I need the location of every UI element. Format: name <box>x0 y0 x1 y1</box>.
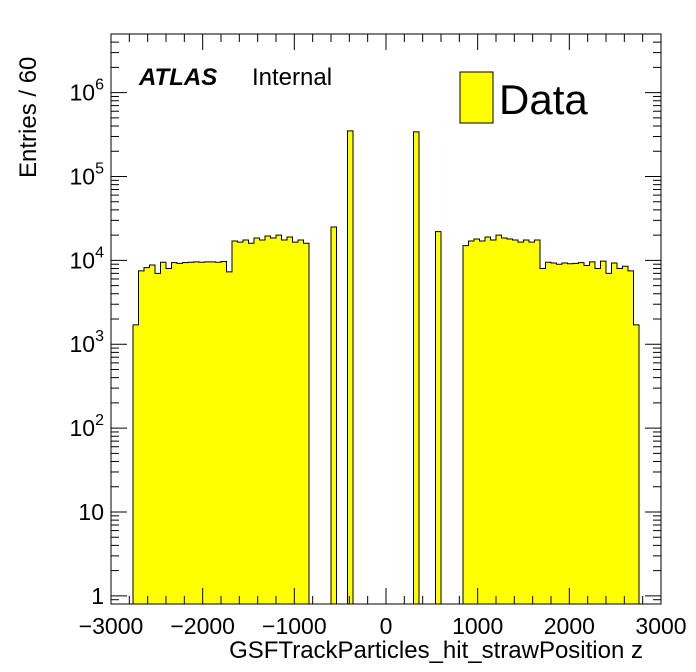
histogram-bin-53 <box>556 264 562 604</box>
histogram-bin-8 <box>177 263 183 604</box>
y-tick-label: 10 <box>78 499 104 525</box>
histogram-bin-46 <box>518 242 524 604</box>
y-tick-label: 1 <box>91 583 104 609</box>
histogram-bin-21 <box>248 243 254 605</box>
y-tick-labels: 1 10 102 103 104 105 106 <box>70 77 105 609</box>
legend-label: Data <box>499 76 588 123</box>
histogram-bin-59 <box>589 261 595 604</box>
histogram-bin-10 <box>188 262 194 604</box>
histogram-bin-37 <box>468 241 474 604</box>
x-tick-label: 2000 <box>544 613 595 639</box>
histogram-bin-42 <box>496 235 502 604</box>
histogram-outline <box>132 130 640 604</box>
histogram-bin-47 <box>523 239 529 604</box>
histogram-bin-49 <box>534 239 540 604</box>
y-tick-label: 102 <box>70 412 105 441</box>
axis-ticks <box>110 33 662 605</box>
histogram-bin-33 <box>347 130 353 605</box>
x-tick-label: 0 <box>380 613 393 639</box>
histogram-bin-0 <box>133 324 139 604</box>
histogram-bin-17 <box>226 271 232 604</box>
histogram-bin-32 <box>331 226 337 605</box>
histogram-bin-2 <box>144 267 150 604</box>
x-tick-label: −1000 <box>262 613 327 639</box>
y-tick-label: 104 <box>70 244 105 273</box>
histogram-bin-13 <box>204 261 210 604</box>
histogram-bin-22 <box>254 237 260 604</box>
histogram-bin-26 <box>276 235 282 604</box>
histogram-bin-54 <box>562 263 568 604</box>
histogram-bin-7 <box>171 262 177 604</box>
histogram-bin-40 <box>485 236 491 604</box>
histogram-bin-36 <box>463 245 469 605</box>
histogram-bin-12 <box>199 262 205 604</box>
internal-label: Internal <box>252 64 332 91</box>
histogram-bin-66 <box>628 270 634 604</box>
histogram-bin-52 <box>551 263 557 604</box>
histogram-bin-31 <box>303 243 309 605</box>
histogram-bin-41 <box>490 239 496 604</box>
legend-swatch <box>459 71 494 124</box>
histogram-bin-39 <box>479 241 485 604</box>
histogram-bin-48 <box>529 242 535 604</box>
histogram-bin-3 <box>149 265 155 604</box>
histogram-bin-35 <box>435 231 441 604</box>
histogram-bin-55 <box>567 263 573 604</box>
histogram-bin-9 <box>182 262 188 604</box>
histogram-bin-4 <box>155 273 161 604</box>
histogram-bin-34 <box>413 131 419 604</box>
histogram-bin-67 <box>633 324 639 604</box>
histogram-bin-44 <box>507 238 513 604</box>
y-tick-label: 105 <box>70 161 105 190</box>
histogram-bin-58 <box>584 265 590 604</box>
histogram-bin-57 <box>578 262 584 604</box>
atlas-label: ATLAS <box>138 64 217 91</box>
histogram-bin-61 <box>600 261 606 604</box>
histogram-bin-6 <box>166 268 172 604</box>
histogram-bin-64 <box>617 268 623 604</box>
histogram-bin-20 <box>243 239 249 604</box>
x-tick-labels: −3000 −2000 −1000 0 1000 2000 3000 <box>79 613 687 639</box>
histogram-bin-65 <box>622 266 628 604</box>
histogram-bin-43 <box>501 237 507 604</box>
x-tick-label: 1000 <box>452 613 503 639</box>
y-axis-title: Entries / 60 <box>15 57 42 178</box>
histogram-bin-1 <box>138 270 144 604</box>
histogram-bin-38 <box>474 238 480 604</box>
histogram-bin-11 <box>193 261 199 604</box>
x-axis-title: GSFTrackParticles_hit_strawPosition z <box>229 637 643 664</box>
histogram-bin-29 <box>292 242 298 604</box>
y-tick-label: 103 <box>70 328 105 357</box>
histogram-bin-60 <box>595 268 601 604</box>
x-tick-label: −3000 <box>79 613 144 639</box>
histogram-bin-23 <box>259 239 265 604</box>
plot-frame <box>110 33 662 605</box>
histogram-bin-24 <box>265 236 271 604</box>
histogram-bin-27 <box>281 239 287 604</box>
histogram-bin-51 <box>545 262 551 604</box>
histogram-bin-25 <box>270 237 276 604</box>
x-tick-label: 3000 <box>635 613 686 639</box>
x-tick-label: −2000 <box>170 613 235 639</box>
histogram-bin-14 <box>210 261 216 604</box>
histogram-bin-50 <box>540 268 546 604</box>
histogram-bin-15 <box>215 262 221 604</box>
histogram-bin-62 <box>606 273 612 604</box>
histogram-bin-18 <box>232 241 238 604</box>
histogram-bin-30 <box>298 239 304 604</box>
histogram-bin-63 <box>611 263 617 604</box>
histogram-bin-16 <box>221 261 227 604</box>
y-tick-label: 106 <box>70 77 105 106</box>
histogram-bin-56 <box>573 263 579 604</box>
histogram-bin-45 <box>512 239 518 604</box>
histogram-bin-19 <box>237 242 243 604</box>
histogram-bars <box>132 130 640 605</box>
histogram-bin-28 <box>287 236 293 604</box>
histogram-bin-5 <box>160 262 166 604</box>
